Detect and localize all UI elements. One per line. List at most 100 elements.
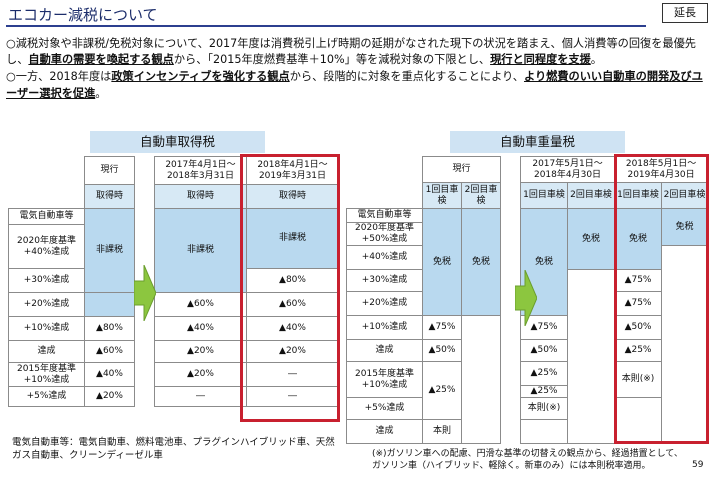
cell-current-nontax: 非課税: [84, 208, 135, 293]
row-label: 達成: [346, 419, 423, 444]
page-number: 59: [692, 460, 704, 470]
sub-second-inspection: 2回目車検: [661, 182, 709, 209]
cell-2017-1: ▲25%: [520, 361, 569, 386]
gap-cell: [501, 209, 521, 444]
cell-2018-2-exempt: 免税: [661, 208, 709, 246]
corner-cell: [347, 157, 423, 183]
cell-2018-1-exempt: 免税: [614, 208, 663, 270]
cell-2017-1: 本則(※): [520, 397, 569, 420]
sub-second-inspection: 2回目車検: [567, 182, 616, 209]
sub-acquisition: 取得時: [84, 184, 135, 209]
row-label: 達成: [346, 339, 423, 362]
cell-current-2-exempt: 免税: [460, 208, 502, 316]
intro-emphasis: 自動車の需要を喚起する観点: [28, 53, 174, 67]
weight-footnote: (※)ガソリン車への配慮、円滑な基準の切替えの観点から、経過措置として、ガソリン…: [372, 449, 683, 471]
row-label: +30%達成: [346, 269, 423, 292]
header-fy2017: 2017年5月1日～2018年4月30日: [520, 156, 616, 183]
cell-2017: ▲60%: [154, 292, 247, 317]
cell-2018: ―: [246, 386, 339, 407]
cell-2017: ▲20%: [154, 340, 247, 363]
row-label: 2020年度基準+40%達成: [8, 224, 85, 269]
cell-2017: ▲40%: [154, 316, 247, 341]
cell-current: ▲40%: [84, 362, 135, 387]
corner-cell: [9, 185, 85, 209]
intro-paragraph-2: ○一方、2018年度は政策インセンティブを強化する観点から、段階的に対象を重点化…: [6, 69, 710, 101]
cell-2018-1: ▲50%: [614, 315, 663, 340]
row-label: +5%達成: [8, 386, 85, 407]
cell-2018-2-blank: [661, 245, 709, 444]
intro-text-span: から、段階的に対象を重点化することにより、: [289, 70, 524, 84]
cell-current-2-blank: [460, 315, 502, 444]
row-label: +5%達成: [346, 397, 423, 420]
sub-first-inspection: 1回目車検: [614, 182, 663, 209]
intro-emphasis: 政策インセンティブを強化する観点: [111, 70, 290, 84]
cell-current-1-exempt: 免税: [422, 208, 462, 316]
cell-2017-1-blank: [520, 419, 569, 444]
acquisition-tax-table: 現行 2017年4月1日～2018年3月31日 2018年4月1日～2019年3…: [8, 156, 339, 407]
cell-2018-1: 本則(※): [614, 361, 663, 398]
sub-first-inspection: 1回目車検: [520, 182, 569, 209]
sub-second-inspection: 2回目車検: [460, 182, 502, 209]
transition-arrow-icon: [134, 265, 156, 321]
intro-text-span: から、「2015年度燃費基準＋10%」等を減税対象の下限とし、: [173, 53, 491, 67]
cell-2017-1: ▲25%: [520, 385, 569, 398]
corner-cell: [347, 183, 423, 209]
cell-2017-2-blank: [567, 269, 616, 444]
row-label: +20%達成: [346, 291, 423, 316]
cell-2017-1: ▲50%: [520, 339, 569, 362]
intro-text: ○減税対象や非課税/免税対象について、2017年度は消費税引上げ時期の延期がなさ…: [6, 36, 710, 103]
cell-2017: ―: [154, 386, 247, 407]
cell-2018: ▲60%: [246, 292, 339, 317]
gap-cell: [135, 185, 155, 209]
intro-emphasis: より燃費のいい自動車の開発及びユーザー選択を促進: [6, 70, 703, 100]
transition-arrow-icon: [515, 270, 537, 326]
gap-cell: [135, 157, 155, 185]
category-ev: 電気自動車等: [346, 208, 423, 223]
header-current: 現行: [84, 156, 135, 185]
intro-text-span: ○減税対象や非課税/免税対象について、2017年度は消費税引上げ時期の延期がなさ…: [6, 37, 696, 67]
weight-tax-table: 現行 2017年5月1日～2018年4月30日 2018年5月1日～2019年4…: [346, 156, 709, 444]
row-label: +10%達成: [346, 315, 423, 340]
page-title: エコカー減税について: [6, 3, 646, 27]
row-label: +10%達成: [8, 316, 85, 341]
intro-text-span: 。: [590, 53, 602, 67]
row-label: +30%達成: [8, 268, 85, 293]
cell-current-1: ▲50%: [422, 339, 462, 362]
cell-2018: ▲40%: [246, 316, 339, 341]
corner-cell: [9, 157, 85, 185]
intro-emphasis: 現行と同程度を支援: [490, 53, 591, 67]
row-label: 2015年度基準+10%達成: [346, 361, 423, 398]
intro-paragraph-1: ○減税対象や非課税/免税対象について、2017年度は消費税引上げ時期の延期がなさ…: [6, 36, 710, 68]
cell-current-1: 本則: [422, 419, 462, 444]
cell-2018-nontax: 非課税: [246, 208, 339, 269]
cell-current-1: ▲25%: [422, 361, 462, 420]
cell-current: ▲80%: [84, 316, 135, 341]
category-ev: 電気自動車等: [8, 208, 85, 225]
row-label: +40%達成: [346, 245, 423, 270]
cell-current: [84, 292, 135, 317]
sub-first-inspection: 1回目車検: [422, 182, 462, 209]
cell-2017-2-exempt: 免税: [567, 208, 616, 270]
row-label: 達成: [8, 340, 85, 363]
acquisition-tax-title: 自動車取得税: [90, 131, 265, 153]
header-fy2017: 2017年4月1日～2018年3月31日: [154, 156, 247, 185]
fy2018-highlight: [240, 154, 340, 422]
row-label: +20%達成: [8, 292, 85, 317]
cell-2017: ▲20%: [154, 362, 247, 387]
weight-tax-title: 自動車重量税: [450, 131, 625, 153]
gap-cell: [501, 157, 521, 183]
fy2018-highlight: [614, 154, 709, 444]
cell-current: ▲20%: [84, 386, 135, 407]
extension-badge: 延長: [662, 3, 708, 23]
gap-cell: [501, 183, 521, 209]
row-label: 2015年度基準+10%達成: [8, 362, 85, 387]
cell-2017-nontax: 非課税: [154, 208, 247, 293]
sub-acquisition: 取得時: [154, 184, 247, 209]
header-current: 現行: [421, 156, 502, 183]
intro-text-span: ○一方、2018年度は: [6, 70, 112, 84]
cell-2018-1: ▲75%: [614, 291, 663, 316]
row-label: 2020年度基準+50%達成: [346, 222, 423, 246]
intro-text-span: 。: [95, 86, 107, 100]
cell-current-1: ▲75%: [422, 315, 462, 340]
cell-current: ▲60%: [84, 340, 135, 363]
